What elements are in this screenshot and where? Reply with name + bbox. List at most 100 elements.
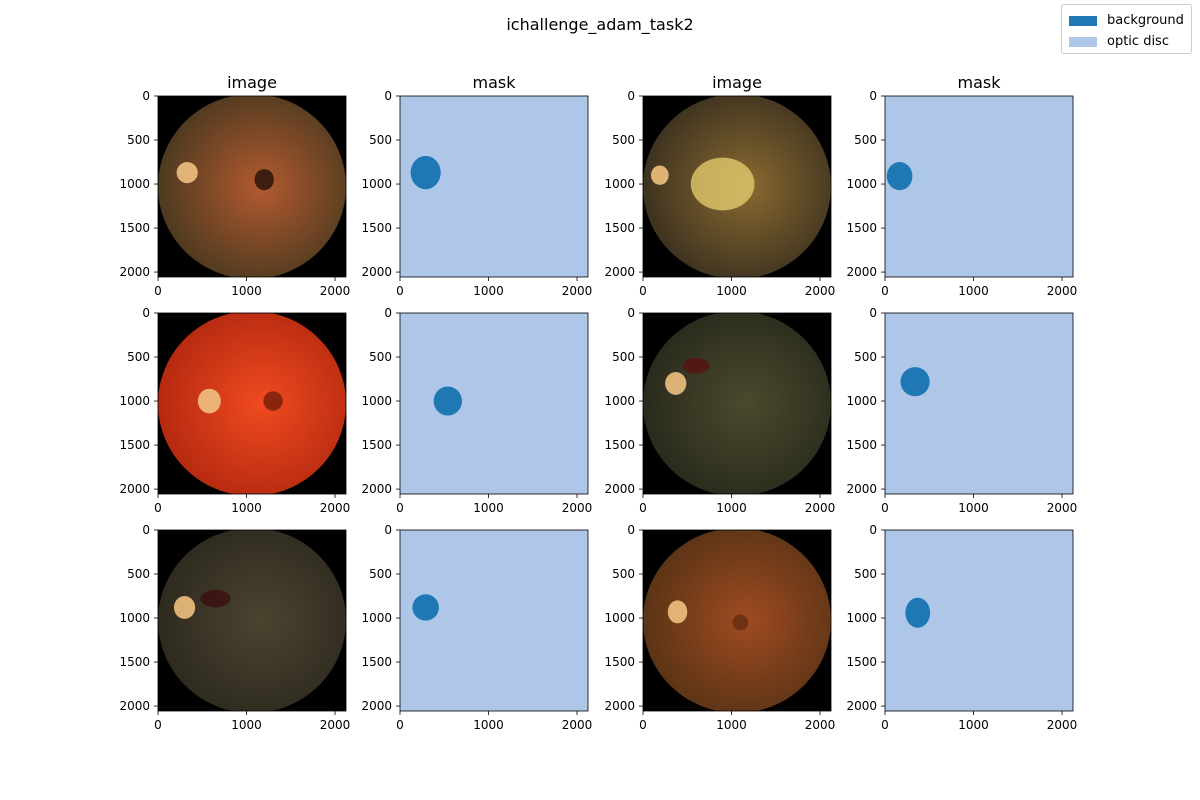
x-tick-label: 1000 (716, 284, 747, 298)
mask-region-optic-disc (885, 313, 1073, 494)
axes-frame (399, 529, 589, 712)
y-tick-label: 1000 (361, 177, 392, 191)
x-tick-label: 1000 (473, 718, 504, 732)
x-tick-label: 0 (881, 718, 889, 732)
y-tick-label: 2000 (361, 265, 392, 279)
y-tick-label: 500 (127, 567, 150, 581)
y-tick-label: 1500 (604, 221, 635, 235)
y-tick-label: 500 (612, 350, 635, 364)
y-tick-label: 2000 (604, 699, 635, 713)
mask-region-optic-disc (885, 96, 1073, 277)
y-tick-label: 500 (612, 133, 635, 147)
fundus-lesion (682, 357, 710, 374)
y-tick-label: 2000 (361, 482, 392, 496)
optic-disc (667, 600, 688, 624)
subplot-title: image (712, 73, 762, 92)
optic-disc (176, 162, 198, 184)
y-tick-label: 1000 (361, 394, 392, 408)
y-tick-label: 2000 (604, 482, 635, 496)
subplot-mask-r0c3: mask 0 1000 2000 0 500 1000 1500 2000 (846, 73, 1077, 298)
y-tick-label: 0 (142, 523, 150, 537)
axes-frame (157, 95, 347, 278)
y-tick-label: 500 (127, 350, 150, 364)
y-tick-label: 500 (369, 567, 392, 581)
x-tick-label: 1000 (716, 718, 747, 732)
axes-frame (884, 95, 1074, 278)
optic-disc (173, 596, 196, 619)
y-tick-label: 500 (854, 133, 877, 147)
subplot-title: image (227, 73, 277, 92)
x-tick-label: 1000 (231, 284, 262, 298)
x-tick-label: 0 (396, 718, 404, 732)
optic-disc (197, 388, 221, 414)
x-tick-label: 0 (396, 284, 404, 298)
y-tick-label: 0 (627, 89, 635, 103)
y-tick-label: 1500 (846, 438, 877, 452)
y-tick-label: 1000 (119, 177, 150, 191)
x-tick-label: 1000 (958, 718, 989, 732)
subplot-image-r2c2: 0 1000 2000 0 500 1000 1500 2000 (604, 523, 835, 732)
subplot-mask-r1c1: 0 1000 2000 0 500 1000 1500 2000 (361, 306, 592, 515)
x-tick-label: 2000 (1047, 501, 1078, 515)
x-tick-label: 0 (639, 501, 647, 515)
x-tick-label: 2000 (805, 501, 836, 515)
y-tick-label: 1000 (119, 611, 150, 625)
x-tick-label: 0 (881, 501, 889, 515)
fundus-image (643, 313, 831, 494)
x-tick-label: 0 (639, 284, 647, 298)
y-tick-label: 1000 (604, 611, 635, 625)
x-tick-label: 0 (396, 501, 404, 515)
x-tick-label: 1000 (958, 501, 989, 515)
y-tick-label: 2000 (361, 699, 392, 713)
legend-item-background: background (1069, 10, 1184, 31)
y-tick-label: 0 (384, 306, 392, 320)
x-tick-label: 0 (639, 718, 647, 732)
subplot-image-r1c0: 0 1000 2000 0 500 1000 1500 2000 (119, 306, 350, 515)
axes-frame (642, 529, 832, 712)
fundus-lesion (732, 614, 749, 631)
legend-swatch-background (1069, 15, 1097, 26)
fundus-lesion (263, 391, 283, 411)
y-tick-label: 2000 (119, 265, 150, 279)
x-tick-label: 0 (154, 501, 162, 515)
y-tick-label: 0 (627, 306, 635, 320)
y-tick-label: 1500 (119, 438, 150, 452)
mask-region-background (900, 367, 930, 397)
legend-item-optic-disc: optic disc (1069, 31, 1184, 52)
fundus-image (158, 96, 346, 277)
x-tick-label: 0 (154, 284, 162, 298)
subplot-mask-r2c1: 0 1000 2000 0 500 1000 1500 2000 (361, 523, 592, 732)
y-tick-label: 500 (854, 350, 877, 364)
subplot-image-r0c2: image 0 1000 2000 0 500 1000 1500 2000 (604, 73, 835, 298)
x-tick-label: 1000 (958, 284, 989, 298)
y-tick-label: 1000 (604, 394, 635, 408)
y-tick-label: 1500 (361, 438, 392, 452)
y-tick-label: 0 (869, 89, 877, 103)
y-tick-label: 2000 (119, 482, 150, 496)
mask-region-background (886, 162, 913, 191)
y-tick-label: 500 (854, 567, 877, 581)
mask-region-background (433, 386, 462, 416)
legend-label-background: background (1107, 13, 1184, 28)
mask-region-background (410, 155, 441, 190)
x-tick-label: 1000 (231, 501, 262, 515)
y-tick-label: 0 (869, 306, 877, 320)
panel-grid: image 0 1000 2000 0 500 1000 1500 2000 mask 0 1000 2… (119, 73, 1077, 732)
y-tick-label: 1000 (361, 611, 392, 625)
mask-region-optic-disc (400, 530, 588, 711)
legend-swatch-optic-disc (1069, 36, 1097, 47)
x-tick-label: 0 (881, 284, 889, 298)
y-tick-label: 0 (384, 523, 392, 537)
optic-disc (665, 371, 687, 395)
subplot-image-r2c0: 0 1000 2000 0 500 1000 1500 2000 (119, 523, 350, 732)
y-tick-label: 1000 (604, 177, 635, 191)
y-tick-label: 500 (369, 133, 392, 147)
axes-frame (884, 529, 1074, 712)
fundus-lesion (254, 169, 274, 191)
axes-frame (399, 95, 589, 278)
fundus-lesion (690, 157, 755, 211)
x-tick-label: 2000 (320, 284, 351, 298)
x-tick-label: 2000 (805, 284, 836, 298)
axes-frame (157, 312, 347, 495)
subplot-mask-r2c3: 0 1000 2000 0 500 1000 1500 2000 (846, 523, 1077, 732)
